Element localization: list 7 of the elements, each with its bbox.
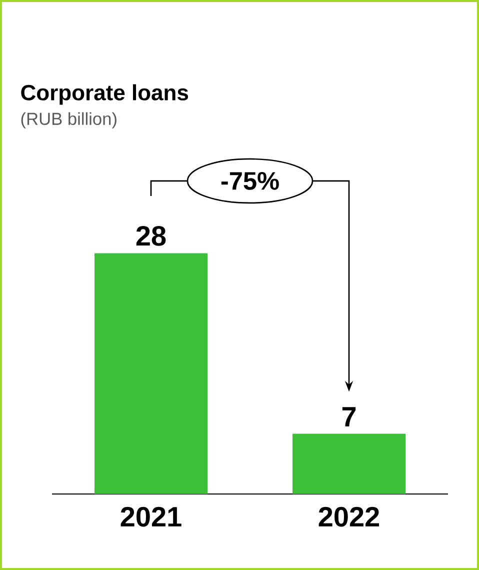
x-tick-label: 2022 xyxy=(318,506,380,527)
chart-subtitle: (RUB billion) xyxy=(21,112,116,128)
data-label: 7 xyxy=(342,407,356,426)
chart-title: Corporate loans xyxy=(21,84,188,105)
x-tick-label: 2021 xyxy=(120,506,182,527)
data-label: 28 xyxy=(136,226,166,246)
text: -75% xyxy=(221,172,279,190)
